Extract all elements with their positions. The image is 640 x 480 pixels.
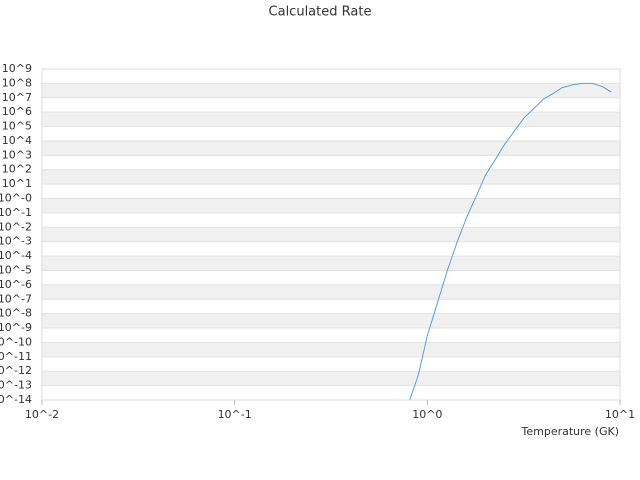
- grid-band: [42, 342, 620, 357]
- y-tick-label: 10^1: [2, 177, 32, 190]
- grid-band: [42, 112, 620, 127]
- y-tick-label: 10^2: [2, 163, 32, 176]
- y-tick-label: 10^-2: [0, 220, 32, 233]
- y-tick-label: 10^-1: [0, 206, 32, 219]
- x-tick-label: 10^-1: [218, 408, 252, 421]
- y-tick-label: 10^-13: [0, 379, 32, 392]
- grid-band: [42, 169, 620, 185]
- grid-band: [42, 83, 620, 98]
- grid-band: [42, 198, 620, 213]
- x-tick-label: 10^-2: [25, 408, 59, 421]
- y-tick-label: 10^-4: [0, 249, 32, 262]
- y-tick-label: 10^5: [2, 120, 32, 133]
- y-tick-label: 10^-7: [0, 292, 32, 305]
- grid-band: [42, 313, 620, 329]
- y-tick-label: 10^8: [2, 76, 32, 89]
- grid-band: [42, 140, 620, 156]
- y-tick-label: 10^-9: [0, 321, 32, 334]
- y-tick-label: 10^7: [2, 91, 32, 104]
- grid-band: [42, 227, 620, 242]
- y-tick-label: 10^-12: [0, 364, 32, 377]
- x-axis-label: Temperature (GK): [521, 425, 620, 438]
- grid-band: [42, 284, 620, 300]
- y-tick-label: 10^-0: [0, 192, 32, 205]
- chart-title: Calculated Rate: [269, 5, 372, 20]
- x-tick-label: 10^0: [412, 408, 442, 421]
- y-tick-label: 10^-8: [0, 307, 32, 320]
- y-tick-label: 10^-14: [0, 393, 32, 406]
- y-tick-label: 10^3: [2, 148, 32, 161]
- y-tick-label: 10^9: [2, 62, 32, 75]
- y-tick-label: 10^-10: [0, 335, 32, 348]
- data-line: [409, 82, 612, 400]
- plot-border: [41, 68, 621, 401]
- y-tick-label: 10^-11: [0, 350, 32, 363]
- grid-band: [42, 256, 620, 271]
- y-tick-label: 10^-5: [0, 263, 32, 276]
- y-tick-label: 10^-6: [0, 278, 32, 291]
- grid-band: [42, 371, 620, 386]
- x-tick-label: 10^1: [605, 408, 635, 421]
- y-tick-label: 10^-3: [0, 235, 32, 248]
- y-tick-label: 10^4: [2, 134, 32, 147]
- y-tick-label: 10^6: [2, 105, 32, 118]
